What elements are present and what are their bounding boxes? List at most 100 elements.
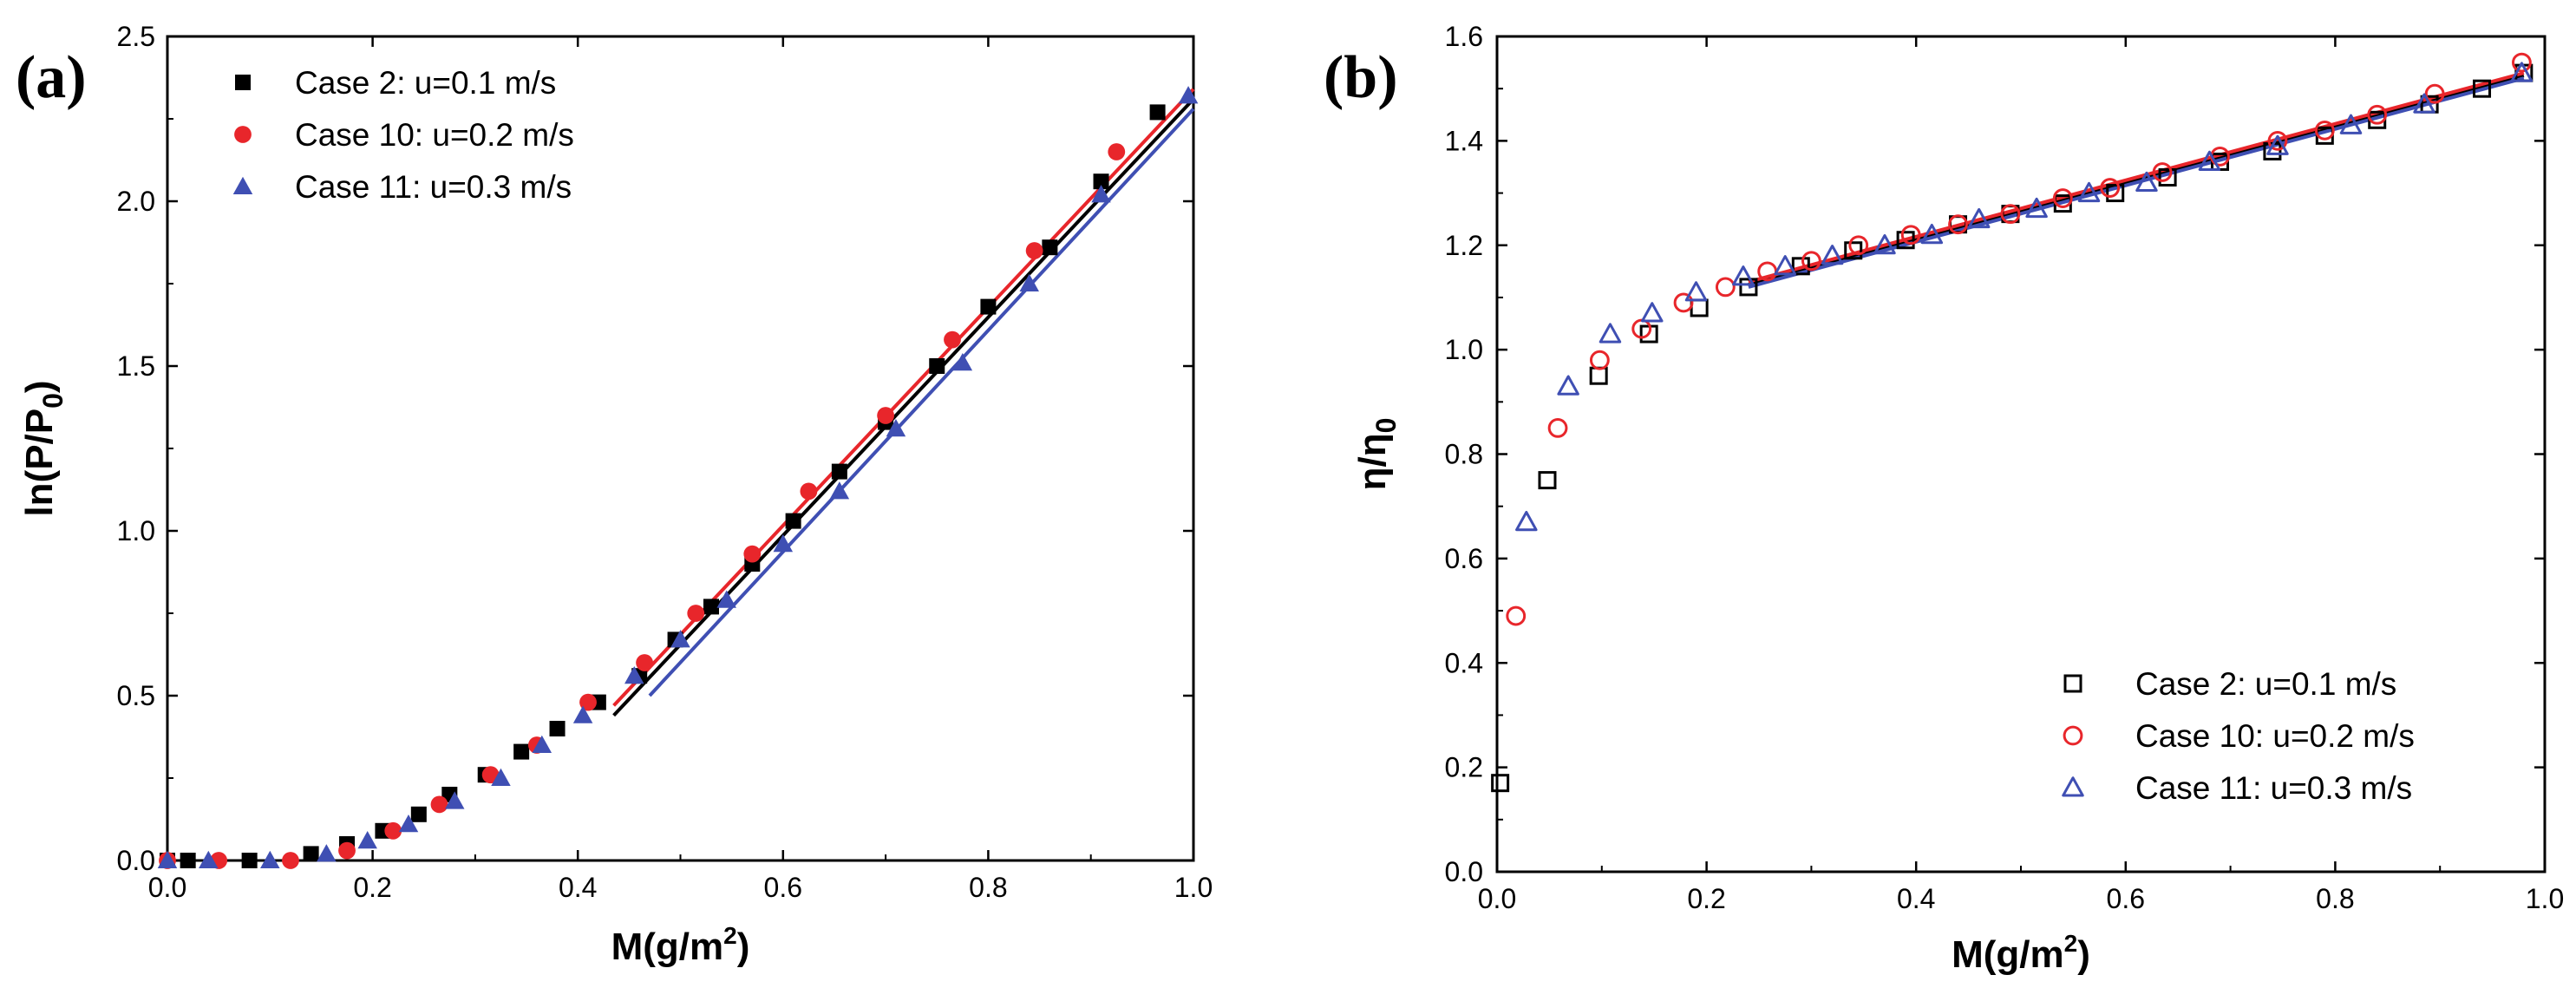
legend-label: Case 11: u=0.3 m/s <box>295 169 572 205</box>
y-tick-label: 1.5 <box>117 350 155 382</box>
x-tick-label: 0.6 <box>764 872 802 903</box>
x-axis-label: M(g/m2) <box>611 922 750 968</box>
data-point <box>980 298 997 315</box>
data-point <box>2025 197 2048 219</box>
data-point <box>384 821 402 840</box>
data-point <box>952 352 973 371</box>
data-point <box>886 418 906 437</box>
data-point <box>1967 207 1991 229</box>
data-point <box>157 850 178 868</box>
data-point <box>1589 366 1608 385</box>
data-point <box>2367 104 2388 125</box>
data-point <box>636 654 653 671</box>
data-point <box>1873 234 1896 255</box>
x-tick-label: 0.6 <box>2107 883 2145 914</box>
y-axis-label: η/η0 <box>1351 418 1402 491</box>
chart-panel-a: 0.0 0.2 0.4 0.6 0.8 1.0 0.0 0.5 1.0 1.5 2.0 2.5 (a) M… <box>16 21 1213 968</box>
x-tick-label: 1.0 <box>2526 883 2564 914</box>
y-tick-label: 1.0 <box>1445 334 1483 365</box>
data-point <box>670 630 690 648</box>
data-point <box>929 358 945 374</box>
data-point <box>2510 62 2534 82</box>
data-point <box>491 768 511 786</box>
data-point <box>1774 255 1796 276</box>
legend-label: Case 10: u=0.2 m/s <box>295 117 574 153</box>
data-point <box>410 806 427 822</box>
data-point <box>2077 181 2101 203</box>
data-point <box>199 850 219 868</box>
data-point <box>877 407 894 424</box>
y-tick-label: 2.0 <box>117 186 155 217</box>
legend-marker <box>2063 725 2083 746</box>
data-point <box>1900 225 1921 245</box>
data-point <box>1093 173 1109 190</box>
data-point <box>773 533 794 553</box>
data-point <box>1732 265 1755 286</box>
data-point <box>1515 510 1538 532</box>
x-tick-label: 0.0 <box>148 872 186 903</box>
data-point <box>260 850 280 868</box>
legend-label: Case 2: u=0.1 m/s <box>295 65 556 101</box>
data-point <box>572 705 593 723</box>
legend-marker <box>235 75 251 90</box>
data-point <box>1025 242 1043 259</box>
y-tick-label: 1.0 <box>117 515 155 546</box>
data-point <box>1739 278 1758 297</box>
fit-line <box>1748 76 2525 289</box>
x-tick-label: 0.8 <box>969 872 1007 903</box>
data-point <box>2473 79 2492 98</box>
data-point <box>1108 143 1126 160</box>
data-point <box>303 846 319 862</box>
panel-label: (a) <box>16 44 87 111</box>
data-point <box>1641 302 1664 323</box>
data-point <box>1538 471 1557 490</box>
data-point <box>357 830 377 849</box>
y-tick-label: 0.2 <box>1445 752 1483 783</box>
data-point <box>1684 281 1708 302</box>
data-point <box>831 463 847 480</box>
data-point <box>1491 774 1510 793</box>
data-point <box>513 743 530 760</box>
data-point <box>282 852 299 869</box>
data-point <box>944 330 961 349</box>
data-point <box>703 599 719 615</box>
data-point <box>1715 277 1736 298</box>
data-point <box>532 735 552 753</box>
legend-marker <box>2062 776 2084 797</box>
fit-line <box>648 108 1195 697</box>
y-tick-label: 0.8 <box>1445 439 1483 470</box>
legend-label: Case 2: u=0.1 m/s <box>2135 666 2396 702</box>
data-point <box>241 853 258 868</box>
data-point <box>2152 162 2173 182</box>
data-point <box>1557 375 1579 396</box>
data-point <box>338 841 356 860</box>
data-point <box>180 853 196 868</box>
x-tick-label: 0.8 <box>2316 883 2354 914</box>
data-point <box>430 795 448 814</box>
data-point <box>2314 120 2335 141</box>
data-point <box>398 814 419 833</box>
legend-marker <box>234 126 252 143</box>
y-axis-label: ln(P/P0) <box>18 380 69 516</box>
x-tick-label: 0.0 <box>1478 883 1516 914</box>
data-point <box>1599 323 1622 344</box>
data-point <box>1821 245 1844 265</box>
data-point <box>687 605 705 622</box>
data-point <box>1801 251 1821 272</box>
data-point <box>1506 605 1527 626</box>
data-point <box>800 482 818 501</box>
y-tick-label: 0.4 <box>1445 647 1483 678</box>
data-point <box>2052 188 2073 208</box>
data-point <box>1589 350 1610 370</box>
data-point <box>2266 134 2289 155</box>
data-point <box>2267 130 2288 151</box>
panel-label: (b) <box>1324 44 1398 111</box>
data-point <box>1844 241 1863 260</box>
x-tick-label: 1.0 <box>1174 872 1213 903</box>
data-point <box>624 665 644 684</box>
chart-panel-b: 0.0 0.2 0.4 0.6 0.8 1.0 0.0 0.2 0.4 0.6 0.8 1.0 1.2 1… <box>1324 21 2564 976</box>
data-point <box>1149 104 1166 121</box>
y-tick-label: 1.4 <box>1445 125 1483 156</box>
data-point <box>317 844 337 862</box>
